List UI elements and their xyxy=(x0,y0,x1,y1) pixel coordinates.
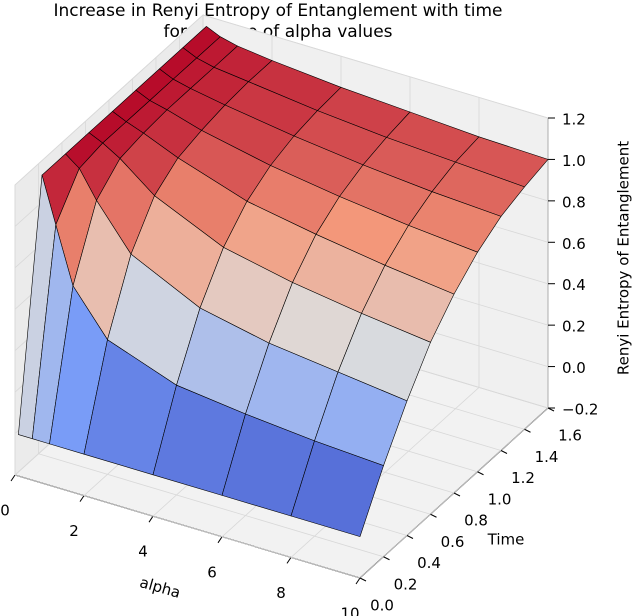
y-tick-label: 0.6 xyxy=(441,533,465,551)
y-tick-label: 1.2 xyxy=(511,469,535,487)
surface-patch xyxy=(290,440,384,537)
y-tick xyxy=(477,471,484,476)
y-tick-label: 1.0 xyxy=(488,490,512,508)
x-tick xyxy=(355,577,361,585)
x-axis-label: alpha xyxy=(138,573,183,602)
grid-line xyxy=(202,14,549,119)
y-tick-label: 1.4 xyxy=(535,448,559,466)
x-tick-label: 8 xyxy=(276,584,286,602)
x-tick xyxy=(10,474,16,482)
x-tick xyxy=(148,515,154,523)
x-tick-label: 2 xyxy=(69,522,79,540)
y-tick xyxy=(359,577,367,582)
y-tick xyxy=(524,428,531,433)
z-tick-label: 0.4 xyxy=(562,276,586,294)
z-tick-label: −0.2 xyxy=(562,401,598,419)
z-tick-label: 0.0 xyxy=(562,359,586,377)
grid-line xyxy=(38,453,384,558)
y-axis-label: Time xyxy=(487,531,525,549)
grid-line xyxy=(14,14,204,186)
z-tick-label: 0.6 xyxy=(562,235,586,253)
x-tick-label: 10 xyxy=(340,605,359,616)
x-tick xyxy=(79,495,85,502)
y-tick-label: 0.0 xyxy=(370,597,394,615)
x-tick-label: 4 xyxy=(138,543,148,561)
y-tick xyxy=(500,450,508,454)
z-tick-label: 0.2 xyxy=(562,318,586,336)
y-tick xyxy=(430,513,437,518)
y-tick xyxy=(406,535,414,539)
z-tick-label: 1.0 xyxy=(562,152,586,170)
z-axis-label: Renyi Entropy of Entanglement xyxy=(615,141,633,375)
y-tick-label: 1.6 xyxy=(558,427,582,445)
chart-title: Increase in Renyi Entropy of Entanglemen… xyxy=(53,1,502,21)
y-tick xyxy=(383,556,390,561)
x-tick xyxy=(286,557,292,564)
y-tick-label: 0.2 xyxy=(394,575,418,593)
x-tick xyxy=(217,536,223,544)
z-tick-label: 1.2 xyxy=(562,111,586,129)
y-tick xyxy=(453,492,461,497)
y-tick-label: 0.8 xyxy=(464,512,488,530)
z-tick-label: 0.8 xyxy=(562,193,586,211)
x-tick-label: 6 xyxy=(207,563,217,581)
x-tick-label: 0 xyxy=(0,502,10,520)
y-tick-label: 0.4 xyxy=(417,554,441,572)
grid-line xyxy=(14,474,361,579)
